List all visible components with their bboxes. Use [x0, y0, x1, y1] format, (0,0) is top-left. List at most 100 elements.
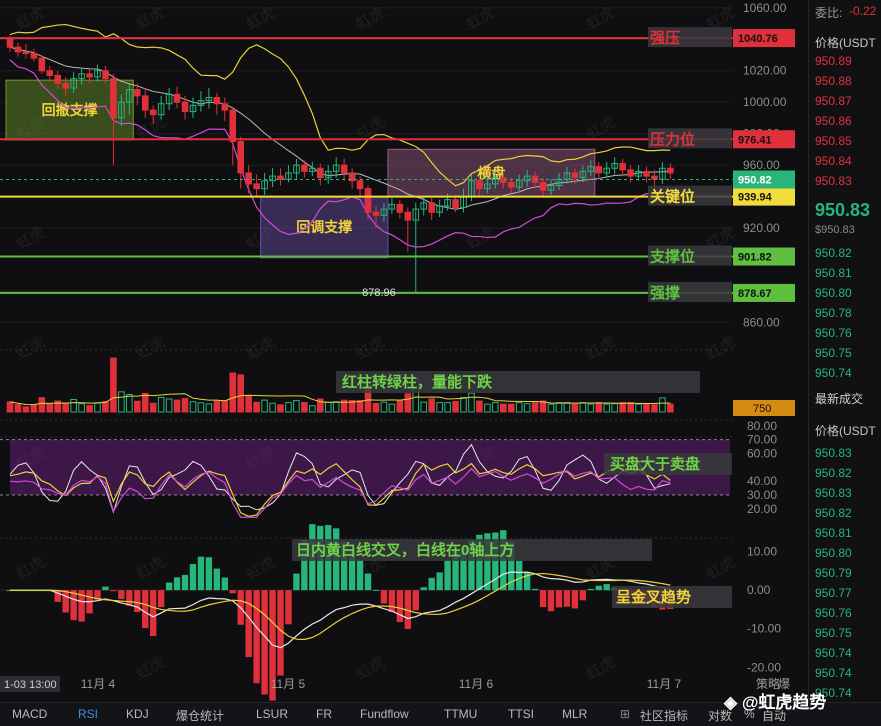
- level-label: 支撑位: [649, 248, 695, 266]
- chart-canvas[interactable]: 1060.001040.001020.001000.00980.00960.00…: [0, 0, 808, 725]
- tab-mlr[interactable]: MLR: [562, 707, 588, 721]
- last-price: 950.83: [815, 200, 871, 220]
- volume-bar: [245, 395, 252, 413]
- trade-row[interactable]: 950.74: [815, 666, 852, 680]
- bid-row[interactable]: 950.75: [815, 346, 852, 360]
- trade-row[interactable]: 950.79: [815, 566, 852, 580]
- bid-row[interactable]: 950.74: [815, 366, 852, 380]
- bid-row[interactable]: 950.82: [815, 246, 852, 260]
- volume-bar: [468, 392, 475, 413]
- volume-bar: [189, 401, 197, 413]
- ask-row[interactable]: 950.84: [815, 154, 852, 168]
- middle-band-line: [9, 46, 671, 210]
- macd-histogram-bar: [348, 549, 356, 591]
- macd-histogram-bar: [412, 590, 419, 611]
- macd-histogram-bar: [150, 590, 157, 637]
- trades-title: 最新成交: [815, 392, 864, 406]
- tab-爆仓统计[interactable]: 爆仓统计: [176, 709, 225, 723]
- ask-row[interactable]: 950.87: [815, 94, 852, 108]
- volume-bar: [126, 394, 133, 413]
- brand-watermark: ◈ @虹虎趋势: [724, 688, 826, 713]
- macd-histogram-bar: [253, 590, 260, 684]
- trade-row[interactable]: 950.82: [815, 466, 852, 480]
- volume-bar: [651, 404, 658, 413]
- candle-body: [165, 93, 173, 105]
- level-label: 强压: [650, 30, 680, 47]
- orderbook-panel: 委比: -0.22 价格(USDT 950.89 950.88 950.87 950.…: [808, 0, 881, 725]
- volume-bar: [133, 400, 141, 413]
- candle-body: [14, 46, 22, 53]
- macd-histogram-bar: [428, 577, 435, 591]
- volume-bar: [659, 397, 666, 413]
- macd-histogram-bar: [587, 588, 594, 591]
- macd-histogram-bar: [293, 573, 300, 591]
- candle-body: [229, 109, 237, 142]
- ask-row[interactable]: 950.88: [815, 74, 852, 88]
- trade-row[interactable]: 950.74: [815, 686, 852, 700]
- candle-body: [476, 180, 483, 190]
- candle-body: [579, 170, 587, 179]
- auto-toggle[interactable]: 自动: [762, 709, 787, 723]
- percent-toggle[interactable]: %: [744, 707, 755, 721]
- macd-note-top: 日内黄白线交叉，白线在0轴上方: [296, 541, 514, 559]
- tab-lsur[interactable]: LSUR: [256, 707, 289, 721]
- tab-rsi[interactable]: RSI: [78, 707, 99, 721]
- macd-histogram-bar: [70, 590, 77, 621]
- volume-bar: [157, 396, 165, 413]
- zone-label: 回撤支撑: [42, 102, 98, 118]
- level-badge: [733, 247, 795, 266]
- volume-note: 红柱转绿柱，量能下跌: [342, 373, 493, 391]
- macd-histogram-bar: [285, 590, 292, 625]
- trade-row[interactable]: 950.82: [815, 506, 852, 520]
- trade-row[interactable]: 950.80: [815, 546, 852, 560]
- price-tick-label: 1060.00: [743, 1, 787, 15]
- volume-bar: [611, 403, 618, 413]
- trade-row[interactable]: 950.74: [815, 646, 852, 660]
- tab-ttmu[interactable]: TTMU: [444, 707, 478, 721]
- candle-body: [619, 162, 626, 171]
- bid-row[interactable]: 950.80: [815, 286, 852, 300]
- tab-ttsi[interactable]: TTSI: [508, 707, 534, 721]
- level-badge: [733, 130, 795, 149]
- ask-row[interactable]: 950.89: [815, 54, 852, 68]
- tab-kdj[interactable]: KDJ: [126, 707, 149, 721]
- ask-row[interactable]: 950.85: [815, 134, 852, 148]
- grid-icon[interactable]: ⊞: [620, 707, 631, 721]
- macd-histogram-bar: [571, 590, 579, 609]
- candle-body: [86, 73, 93, 78]
- trade-row[interactable]: 950.75: [815, 626, 852, 640]
- trade-row[interactable]: 950.77: [815, 586, 852, 600]
- trade-row[interactable]: 950.83: [815, 446, 852, 460]
- level-badge-text: 939.94: [738, 192, 773, 204]
- volume-badge-text: 750: [753, 403, 771, 415]
- candle-body: [221, 103, 229, 111]
- volume-bar: [70, 398, 77, 413]
- ask-row[interactable]: 950.83: [815, 174, 852, 188]
- bid-row[interactable]: 950.76: [815, 326, 852, 340]
- macd-histogram-bar: [547, 590, 555, 612]
- macd-histogram-bar: [110, 590, 117, 592]
- ask-row[interactable]: 950.86: [815, 114, 852, 128]
- macd-histogram-bar: [245, 590, 252, 658]
- bid-row[interactable]: 950.78: [815, 306, 852, 320]
- log-scale-toggle[interactable]: 对数: [708, 709, 733, 723]
- candle-body: [6, 38, 14, 48]
- macd-histogram-bar: [173, 577, 181, 591]
- candle-body: [293, 164, 300, 174]
- volume-bar: [667, 403, 674, 413]
- macd-histogram-bar: [595, 585, 602, 591]
- tab-fr[interactable]: FR: [316, 707, 332, 721]
- tab-fundflow[interactable]: Fundflow: [360, 707, 409, 721]
- candle-body: [277, 175, 284, 180]
- trade-row[interactable]: 950.83: [815, 486, 852, 500]
- community-indicators[interactable]: 社区指标: [640, 709, 689, 723]
- candle-body: [205, 96, 213, 102]
- volume-bar: [452, 400, 459, 413]
- bid-row[interactable]: 950.81: [815, 266, 852, 280]
- tab-macd[interactable]: MACD: [12, 707, 48, 721]
- macd-histogram-bar: [404, 590, 411, 629]
- trade-row[interactable]: 950.76: [815, 606, 852, 620]
- rsi-slow-line: [9, 467, 671, 518]
- macd-histogram-bar: [388, 590, 396, 613]
- trade-row[interactable]: 950.81: [815, 526, 852, 540]
